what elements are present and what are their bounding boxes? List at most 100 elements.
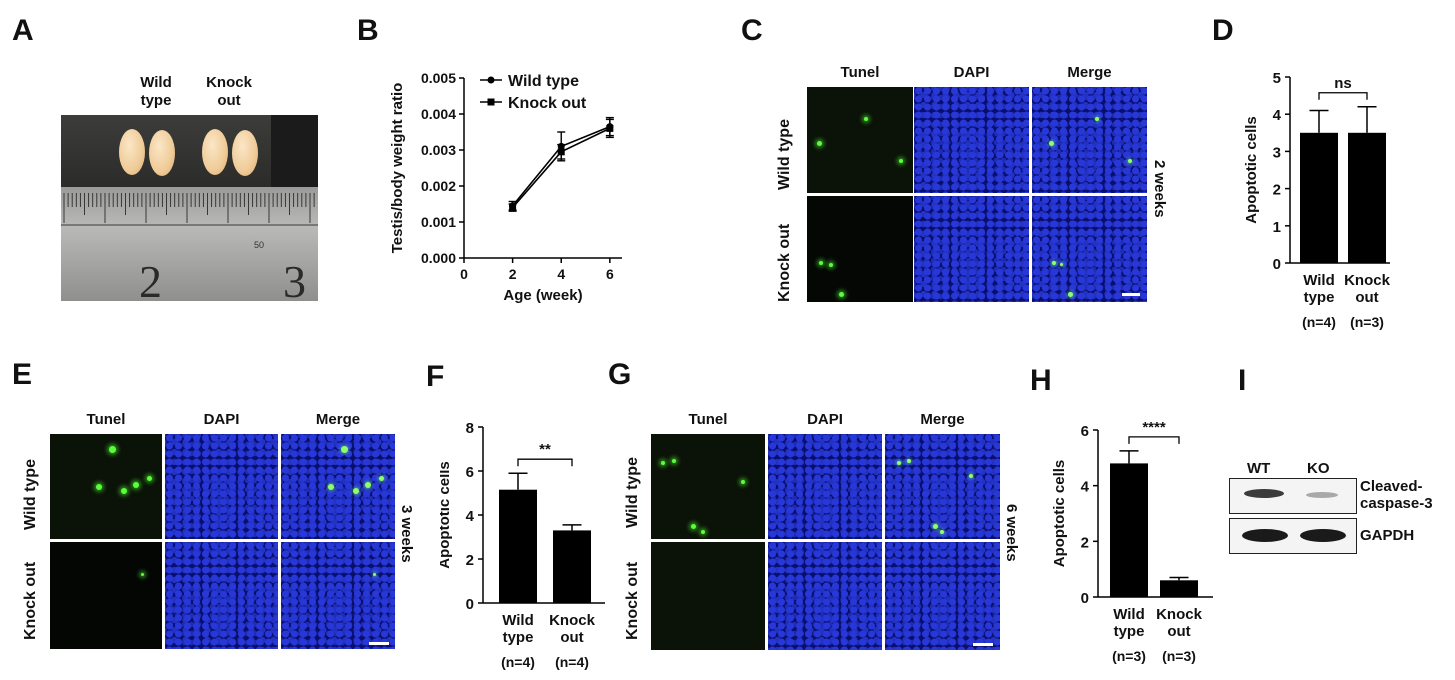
scale-bar — [369, 642, 389, 645]
apoptotic-cell — [373, 573, 376, 576]
category-label: Knock — [549, 612, 596, 629]
legend-label: Knock out — [508, 95, 587, 112]
micrograph-merge-knock-out — [281, 542, 395, 649]
blot-label-line: caspase-3 — [1360, 495, 1433, 512]
apoptotic-cell — [1128, 159, 1132, 163]
apoptotic-cell — [672, 459, 676, 463]
data-point — [509, 204, 517, 212]
bar — [499, 489, 537, 603]
blot-label-line: Cleaved- — [1360, 478, 1423, 495]
y-tick-label: 4 — [466, 508, 475, 525]
micrograph-merge-wild-type — [885, 434, 1000, 539]
ruler-small-number: 50 — [254, 240, 265, 250]
sample-size-label: (n=4) — [1302, 314, 1336, 330]
y-tick-label: 0.000 — [421, 250, 456, 266]
age-label: 3 weeks — [398, 505, 415, 563]
apoptotic-cell — [96, 484, 102, 490]
y-tick-label: 1 — [1273, 219, 1281, 236]
y-tick-label: 0 — [1273, 256, 1281, 273]
micrograph-merge-knock-out — [885, 542, 1000, 650]
photo-group-label-wild-type: Wild type — [131, 74, 181, 110]
blot-gapdh — [1229, 518, 1357, 554]
band-ko — [1306, 492, 1338, 498]
apoptotic-cell — [864, 117, 868, 121]
testis-wild-type-1 — [119, 129, 145, 175]
y-tick-label: 2 — [466, 552, 474, 569]
x-tick-label: 0 — [460, 266, 468, 282]
apoptotic-cell — [379, 476, 384, 481]
y-tick-label: 8 — [466, 420, 474, 437]
ruler-number-3: 3 — [283, 256, 306, 301]
apoptotic-cell — [141, 573, 144, 576]
x-axis-title: Age (week) — [503, 287, 582, 304]
dark-corner — [271, 115, 318, 187]
category-label: type — [503, 629, 534, 646]
ruler-ticks — [61, 193, 318, 226]
y-tick-label: 3 — [1273, 144, 1281, 161]
column-header-merge: Merge — [1067, 64, 1112, 81]
micrograph-tunel-knock-out — [50, 542, 162, 649]
apoptotic-cell — [1052, 261, 1056, 265]
micrograph-merge-knock-out — [1032, 196, 1147, 302]
apoptotic-cell — [933, 524, 938, 529]
y-tick-label: 0.001 — [421, 214, 456, 230]
bar — [553, 530, 591, 603]
apoptotic-cell — [109, 446, 116, 453]
row-label-knock-out: Knock out — [22, 561, 39, 640]
significance-bracket — [1128, 436, 1180, 444]
y-tick-label: 0 — [466, 596, 474, 613]
micrograph-tunel-wild-type — [651, 434, 765, 539]
x-tick-label: 2 — [509, 266, 517, 282]
group-label-line: Knock — [206, 74, 252, 91]
data-point — [606, 124, 614, 132]
apoptotic-cell — [133, 482, 139, 488]
blot-label-cleaved-caspase-3: Cleaved- caspase-3 — [1360, 478, 1433, 512]
category-label: Wild — [1113, 606, 1145, 623]
y-tick-label: 2 — [1081, 534, 1089, 551]
bar — [1160, 580, 1198, 597]
micrograph-dapi-wild-type — [768, 434, 882, 539]
significance-bracket — [1318, 92, 1368, 100]
scale-bar — [1122, 293, 1140, 296]
apoptotic-cell — [817, 141, 822, 146]
category-label: Wild — [1303, 272, 1335, 289]
micrograph-tunel-wild-type — [50, 434, 162, 539]
legend-marker — [487, 76, 495, 84]
bar — [1110, 463, 1148, 597]
apoptotic-cell — [899, 159, 903, 163]
row-label-knock-out: Knock out — [776, 223, 793, 302]
apoptotic-cell — [701, 530, 705, 534]
band-wt — [1242, 529, 1288, 542]
testis-knock-out-1 — [202, 129, 228, 175]
y-axis-title: Apoptotic cells — [1051, 460, 1068, 568]
category-label: out — [1167, 623, 1190, 640]
age-label: 6 weeks — [1003, 504, 1020, 562]
apoptotic-cell — [353, 488, 359, 494]
band-wt — [1244, 489, 1284, 498]
panel-label-g: G — [608, 358, 632, 391]
x-tick-label: 4 — [557, 266, 565, 282]
row-label-wild-type: Wild type — [624, 457, 641, 528]
panel-label-h: H — [1030, 364, 1052, 397]
panel-label-i: I — [1238, 364, 1247, 397]
legend-marker — [487, 98, 495, 106]
column-header-tunel: Tunel — [688, 411, 728, 428]
y-tick-label: 0 — [1081, 590, 1089, 607]
sample-size-label: (n=3) — [1162, 648, 1196, 664]
bar — [1348, 132, 1386, 263]
y-tick-label: 2 — [1273, 182, 1281, 199]
significance-label: **** — [1142, 419, 1166, 436]
lane-label-ko: KO — [1307, 460, 1330, 477]
micrograph-dapi-wild-type — [914, 87, 1029, 193]
apoptotic-cell — [969, 474, 973, 478]
micrograph-tunel-knock-out — [651, 542, 765, 650]
apoptotic-cell — [1068, 292, 1073, 297]
y-axis-title: Apoptotic cells — [1243, 116, 1260, 224]
micrograph-dapi-knock-out — [768, 542, 882, 650]
micrograph-tunel-wild-type — [807, 87, 913, 193]
bar — [1300, 132, 1338, 263]
scale-bar — [973, 643, 993, 646]
micrograph-dapi-knock-out — [914, 196, 1029, 302]
